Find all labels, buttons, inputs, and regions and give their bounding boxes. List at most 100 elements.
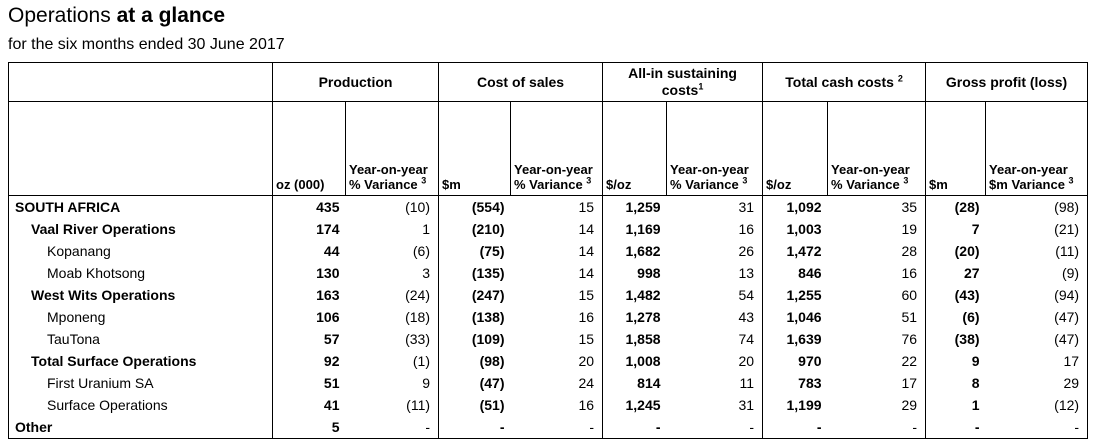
variance-cell: 28 — [901, 243, 918, 259]
variance-cell: 16 — [901, 265, 918, 281]
value-cell: (28) — [925, 195, 986, 218]
table-row: Total Surface Operations 92 (1) (98) 20 1,008… — [9, 350, 1088, 372]
variance-cell: (24) — [405, 287, 431, 303]
group-header-row: Production Cost of sales All-in sustaining… — [8, 62, 1089, 102]
value-cell: (38) — [925, 328, 986, 350]
page-title: Operations at a glance — [8, 3, 1087, 29]
value-cell: 1,003 — [762, 218, 828, 240]
variance-cell: - — [912, 419, 918, 435]
variance-cell: 19 — [901, 221, 918, 237]
variance-cell: 16 — [578, 309, 595, 325]
value-cell: (47) — [438, 372, 511, 394]
value-cell: 7 — [925, 218, 986, 240]
value-cell: 1,008 — [602, 350, 667, 372]
value-cell: 8 — [925, 372, 986, 394]
value-cell: 1,639 — [762, 328, 828, 350]
row-label: First Uranium SA — [47, 375, 154, 391]
table-row: Mponeng 106 (18) (138) 16 1,278 43 1,046 51 (6) (4… — [9, 306, 1088, 328]
column-sub-header: Year-on-year% Variance 3 — [510, 101, 604, 196]
value-cell: (20) — [925, 240, 986, 262]
row-label: Moab Khotsong — [47, 265, 146, 281]
column-sub-header: Year-on-year% Variance 3 — [827, 101, 927, 196]
variance-cell: 35 — [901, 199, 918, 215]
row-label: Other — [15, 419, 53, 435]
variance-cell: - — [589, 419, 595, 435]
value-cell: (75) — [438, 240, 511, 262]
page: Operations at a glance for the six month… — [8, 3, 1089, 439]
variance-cell: 74 — [738, 331, 755, 347]
row-label: Kopanang — [47, 243, 111, 259]
page-title-bold: at a glance — [116, 4, 226, 27]
variance-cell: (11) — [1055, 243, 1080, 259]
variance-cell: 14 — [578, 243, 595, 259]
value-cell: 1,472 — [762, 240, 828, 262]
variance-cell: (1) — [412, 353, 431, 369]
variance-cell: 17 — [1063, 353, 1080, 369]
value-cell: 1,858 — [602, 328, 667, 350]
page-title-regular: Operations — [8, 4, 117, 27]
column-sub-header: $m — [438, 101, 512, 196]
row-label: Surface Operations — [47, 397, 168, 413]
label-column-header-top — [8, 62, 273, 102]
operations-table: Production Cost of sales All-in sustaining… — [8, 62, 1089, 439]
column-sub-header: Year-on-year% Variance 3 — [344, 101, 440, 196]
variance-cell: 17 — [901, 375, 918, 391]
value-cell: (138) — [438, 306, 511, 328]
value-cell: 1,682 — [602, 240, 667, 262]
variance-cell: 54 — [738, 287, 755, 303]
table-row: Other 5- - - - - - - - - — [9, 416, 1088, 439]
variance-cell: - — [425, 419, 431, 435]
value-cell: 130 — [272, 262, 346, 284]
row-label: Mponeng — [47, 309, 106, 325]
value-cell: 5 — [272, 416, 346, 439]
value-cell: 1,278 — [602, 306, 667, 328]
table-body: SOUTH AFRICA 435 (10) (554) 15 1,259 31 1,092 35… — [9, 195, 1088, 439]
row-label: West Wits Operations — [31, 287, 176, 303]
variance-cell: (6) — [412, 243, 431, 259]
value-cell: (247) — [438, 284, 511, 306]
variance-cell: 26 — [738, 243, 755, 259]
sub-header-row: oz (000) Year-on-year% Variance 3 $m Year-o… — [8, 101, 1089, 196]
page-subtitle: for the six months ended 30 June 2017 — [8, 36, 285, 53]
variance-cell: 13 — [738, 265, 755, 281]
variance-cell: (98) — [1054, 199, 1080, 215]
variance-cell: 11 — [739, 375, 755, 391]
column-sub-header: $m — [925, 101, 987, 196]
column-sub-header: oz (000) — [272, 101, 346, 196]
value-cell: 970 — [762, 350, 828, 372]
value-cell: - — [602, 416, 667, 439]
value-cell: 1,245 — [602, 394, 667, 416]
value-cell: 1,169 — [602, 218, 667, 240]
table-row: Surface Operations 41 (11) (51) 16 1,245 31 1,1… — [9, 394, 1088, 416]
variance-cell: 31 — [738, 199, 755, 215]
variance-cell: (47) — [1054, 309, 1080, 325]
variance-cell: 3 — [422, 265, 431, 281]
variance-cell: - — [749, 419, 755, 435]
value-cell: 1 — [925, 394, 986, 416]
column-group-header: All-in sustaining costs1 — [602, 62, 764, 102]
value-cell: 1,482 — [602, 284, 667, 306]
value-cell: 27 — [925, 262, 986, 284]
variance-cell: 43 — [738, 309, 755, 325]
value-cell: - — [438, 416, 511, 439]
value-cell: (135) — [438, 262, 511, 284]
table-row: First Uranium SA 51 9 (47) 24 814 11 783 17 8 29 — [9, 372, 1088, 394]
table-row: Kopanang 44 (6) (75) 14 1,682 26 1,472 28 (20) (11… — [9, 240, 1088, 262]
value-cell: (98) — [438, 350, 511, 372]
value-cell: 1,046 — [762, 306, 828, 328]
variance-cell: (18) — [405, 309, 431, 325]
value-cell: (109) — [438, 328, 511, 350]
column-group-header: Total cash costs 2 — [762, 62, 927, 102]
variance-cell: (21) — [1054, 221, 1080, 237]
row-label: SOUTH AFRICA — [15, 199, 121, 215]
variance-cell: 51 — [901, 309, 918, 325]
table-row: Vaal River Operations 174 1 (210) 14 1,169 16 1… — [9, 218, 1088, 240]
variance-cell: 31 — [738, 397, 755, 413]
value-cell: 9 — [925, 350, 986, 372]
variance-cell: 14 — [578, 221, 595, 237]
variance-cell: (94) — [1054, 287, 1080, 303]
variance-cell: 20 — [738, 353, 755, 369]
variance-cell: 76 — [901, 331, 918, 347]
value-cell: 846 — [762, 262, 828, 284]
value-cell: (51) — [438, 394, 511, 416]
